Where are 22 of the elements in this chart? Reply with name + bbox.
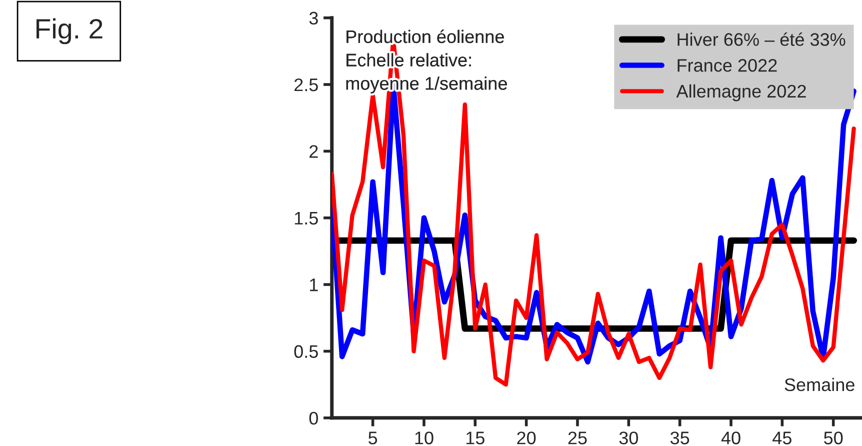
x-tick-label: 10 <box>415 432 434 444</box>
x-tick-label: 50 <box>824 432 843 444</box>
y-tick-label: 0.5 <box>294 345 318 358</box>
legend-label: Allemagne 2022 <box>676 84 806 102</box>
y-tick-label: 3 <box>309 12 318 25</box>
x-tick-label: 45 <box>772 432 792 444</box>
y-tick-label: 0 <box>309 412 318 425</box>
caption: Fig. 2 <box>36 18 102 44</box>
x-tick-label: 15 <box>466 432 484 444</box>
x-tick-label: 5 <box>368 432 378 444</box>
x-tick-label: 30 <box>619 432 638 444</box>
x-tick-label: 40 <box>721 432 740 444</box>
y-tick-label: 2 <box>310 145 318 158</box>
x-tick-label: 35 <box>670 432 690 444</box>
legend-label: Hiver 66% – été 33% <box>678 32 846 46</box>
x-tick-label: 20 <box>517 432 536 444</box>
legend-label: France 2022 <box>678 59 777 72</box>
y-tick-label: 1.5 <box>294 212 318 225</box>
x-tick-label: 25 <box>568 432 587 444</box>
y-tick-label: 2.5 <box>294 78 318 92</box>
x-axis-title: Semaine <box>784 378 854 392</box>
y-tick-label: 1 <box>310 278 318 292</box>
